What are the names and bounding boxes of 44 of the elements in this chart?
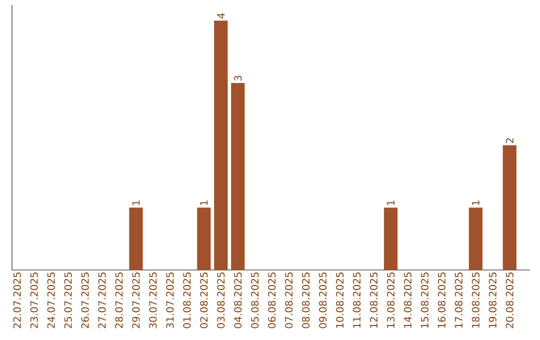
- bar: [214, 20, 228, 270]
- data-label: 2: [506, 138, 514, 143]
- x-tick-label: 19.08.2025: [488, 272, 496, 328]
- x-tick-label: 14.08.2025: [404, 272, 412, 328]
- x-tick-label: 29.07.2025: [132, 272, 140, 328]
- x-tick-label: 15.08.2025: [420, 272, 428, 328]
- data-label: 1: [200, 200, 208, 205]
- x-tick-label: 30.07.2025: [149, 272, 157, 328]
- x-tick-label: 28.07.2025: [115, 272, 123, 328]
- x-tick-label: 12.08.2025: [370, 272, 378, 328]
- x-tick-label: 26.07.2025: [81, 272, 89, 328]
- data-label: 1: [472, 200, 480, 205]
- x-tick-label: 03.08.2025: [217, 272, 225, 328]
- x-tick-label: 09.08.2025: [319, 272, 327, 328]
- bar: [468, 208, 482, 270]
- x-tick-label: 06.08.2025: [268, 272, 276, 328]
- x-tick-label: 08.08.2025: [302, 272, 310, 328]
- x-tick-label: 31.07.2025: [166, 272, 174, 328]
- bar: [231, 82, 245, 270]
- bar: [197, 208, 211, 270]
- x-tick-label: 01.08.2025: [183, 272, 191, 328]
- x-tick-label: 24.07.2025: [47, 272, 55, 328]
- x-tick-label: 17.08.2025: [454, 272, 462, 328]
- x-tick-label: 23.07.2025: [30, 272, 38, 328]
- x-tick-label: 16.08.2025: [438, 272, 446, 328]
- x-tick-label: 25.07.2025: [64, 272, 72, 328]
- bar: [384, 208, 398, 270]
- x-tick-label: 11.08.2025: [352, 272, 361, 328]
- bar: [502, 145, 516, 270]
- data-label: 3: [234, 76, 242, 81]
- data-label: 1: [387, 200, 394, 205]
- x-tick-label: 04.08.2025: [234, 272, 242, 328]
- x-tick-label: 13.08.2025: [386, 272, 395, 328]
- data-label: 1: [132, 200, 140, 205]
- x-tick-label: 18.08.2025: [472, 272, 480, 328]
- bar: [129, 208, 143, 270]
- x-tick-label: 05.08.2025: [251, 272, 259, 328]
- x-tick-label: 10.08.2025: [336, 272, 344, 328]
- x-tick-label: 22.07.2025: [13, 272, 21, 328]
- x-tick-label: 27.07.2025: [98, 272, 106, 328]
- data-label: 4: [217, 13, 225, 19]
- x-tick-label: 07.08.2025: [285, 272, 293, 328]
- x-tick-label: 02.08.2025: [200, 272, 208, 328]
- x-tick-label: 20.08.2025: [506, 272, 514, 328]
